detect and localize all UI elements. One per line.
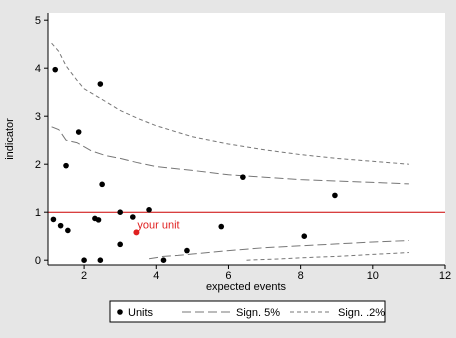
x-axis-label: expected events [206, 281, 287, 293]
legend-box [109, 300, 386, 323]
x-tick-label: 10 [367, 270, 379, 282]
data-point [332, 192, 338, 199]
y-tick-label: 3 [35, 111, 41, 123]
y-tick-label: 0 [35, 255, 41, 267]
data-point [52, 66, 59, 73]
x-tick-label: 4 [153, 270, 159, 282]
y-tick-label: 5 [35, 15, 41, 27]
x-tick-label: 6 [225, 270, 231, 282]
data-point [240, 174, 246, 180]
legend: Units Sign. 5% Sign. .2% [109, 300, 386, 323]
data-point [97, 81, 104, 87]
your-unit-marker: your unit [133, 219, 180, 236]
data-point [146, 207, 152, 213]
legend-units-label: Units [128, 307, 154, 319]
data-point [160, 257, 167, 264]
data-point [57, 222, 64, 229]
data-point [99, 181, 105, 188]
series-line-1-2 [149, 240, 409, 260]
significance-lines [51, 42, 409, 261]
data-point [63, 162, 69, 169]
legend-line-label-1: Sign. 5% [236, 307, 280, 319]
y-tick-label: 2 [35, 159, 41, 171]
data-point [218, 223, 225, 230]
data-point [130, 214, 136, 220]
legend-units-symbol [117, 309, 123, 315]
data-point [65, 227, 71, 234]
data-point [184, 247, 190, 254]
y-tick-label: 1 [35, 207, 41, 219]
series-line-2-2 [246, 252, 409, 261]
x-tick-label: 2 [81, 270, 87, 282]
x-tick-label: 8 [298, 270, 304, 282]
data-point [97, 257, 104, 264]
data-point [117, 209, 123, 215]
x-tick-label: 12 [439, 270, 451, 282]
plot-area [48, 13, 445, 265]
data-point [75, 129, 82, 135]
legend-line-label-2: Sign. .2% [338, 307, 385, 319]
data-point [50, 216, 57, 223]
your-unit-point [133, 229, 140, 236]
data-point [117, 241, 123, 248]
data-point [301, 233, 308, 239]
unit-points [50, 66, 338, 264]
data-point [81, 257, 87, 264]
y-tick-label: 4 [35, 63, 41, 75]
series-line-2-1 [51, 42, 409, 165]
y-axis-label: indicator [4, 118, 16, 160]
your-unit-label: your unit [137, 219, 179, 231]
data-point [95, 217, 102, 223]
series-line-1-1 [51, 126, 409, 185]
